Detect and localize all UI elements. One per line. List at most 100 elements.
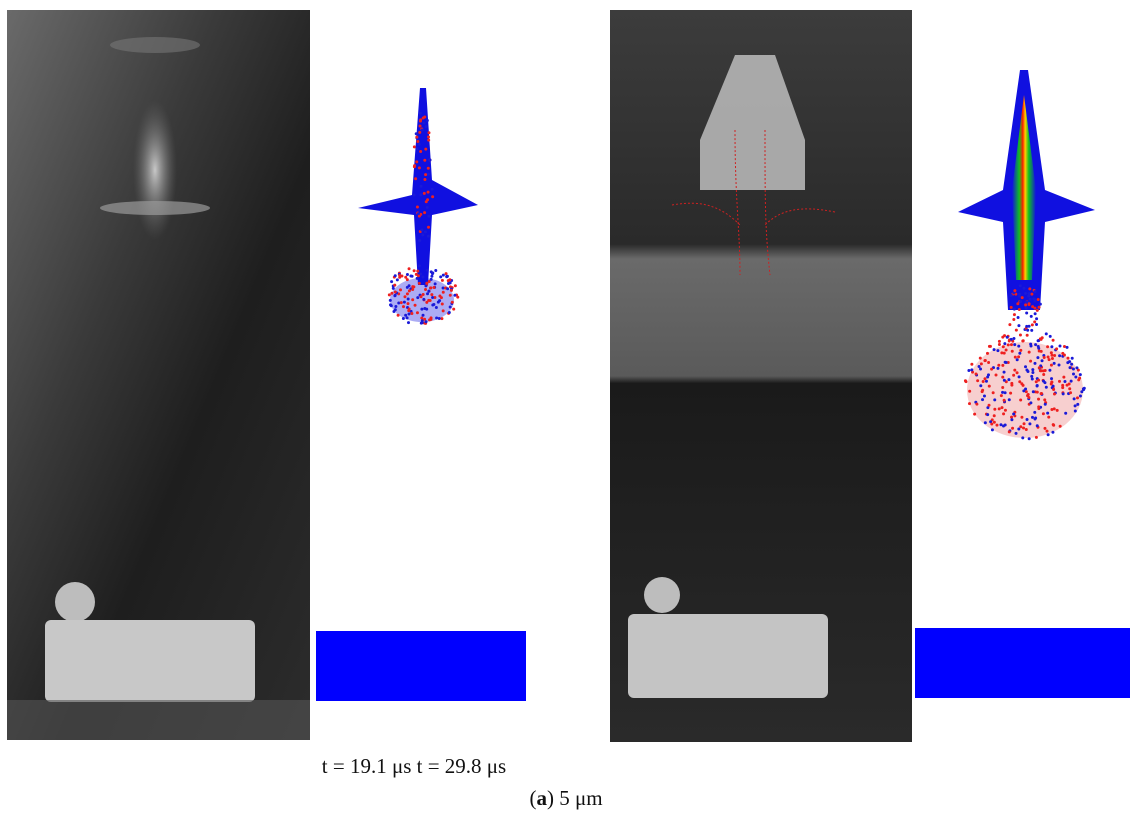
particle	[418, 124, 422, 128]
particle	[990, 422, 994, 426]
particle	[414, 132, 418, 136]
particle	[424, 124, 428, 128]
particle	[1043, 369, 1047, 373]
particle	[981, 379, 985, 383]
particle	[448, 305, 452, 309]
particle	[1009, 391, 1013, 395]
particle	[1017, 324, 1021, 328]
particle	[1078, 373, 1082, 377]
particle	[1016, 316, 1020, 320]
particle	[1010, 418, 1014, 422]
particle	[979, 362, 983, 366]
particle	[1012, 336, 1016, 340]
particle	[439, 296, 443, 300]
particle	[417, 212, 421, 216]
particle	[431, 195, 435, 199]
particle	[421, 313, 425, 317]
particle	[1036, 345, 1040, 349]
particle	[982, 394, 986, 398]
particle	[1052, 407, 1056, 411]
caption-text: ) 5 μm	[546, 786, 603, 810]
particle	[1064, 411, 1068, 415]
particle	[1018, 284, 1022, 288]
particle	[417, 264, 421, 268]
particle	[1030, 377, 1034, 381]
particle	[426, 172, 430, 176]
particle	[1017, 307, 1021, 311]
particle	[432, 303, 436, 307]
particle	[391, 286, 395, 290]
particle	[1024, 303, 1028, 307]
particle	[1074, 375, 1078, 379]
particle	[399, 301, 403, 305]
particle	[1075, 366, 1079, 370]
particle	[401, 317, 405, 321]
particle	[1012, 373, 1016, 377]
particle	[970, 368, 974, 372]
particle	[423, 317, 427, 321]
particle	[992, 348, 996, 352]
particle	[387, 293, 391, 297]
particle	[427, 135, 431, 139]
particle	[1055, 347, 1059, 351]
particle	[405, 316, 409, 320]
particle	[405, 292, 409, 296]
particle	[1046, 355, 1050, 359]
particle	[1012, 318, 1016, 322]
particle	[996, 349, 1000, 353]
particle	[430, 274, 434, 278]
particle	[1076, 368, 1080, 372]
particle	[997, 339, 1001, 343]
particle	[435, 316, 439, 320]
particle	[1069, 391, 1073, 395]
particle	[393, 274, 397, 278]
particle	[419, 212, 423, 216]
particle	[416, 274, 420, 278]
particle	[417, 166, 421, 170]
particle	[429, 286, 433, 290]
particle	[412, 145, 416, 149]
particle	[1052, 387, 1056, 391]
particle	[1037, 378, 1041, 382]
particle	[419, 184, 423, 188]
particle	[989, 420, 993, 424]
particle	[1002, 398, 1006, 402]
particle	[997, 342, 1001, 346]
particle	[414, 177, 418, 181]
particle	[422, 121, 426, 125]
particle	[431, 296, 435, 300]
sphere	[644, 577, 680, 613]
particle	[1068, 366, 1072, 370]
particle	[415, 147, 419, 151]
particle	[1001, 386, 1005, 390]
particle	[1003, 391, 1007, 395]
particle	[416, 296, 420, 300]
particle	[427, 138, 431, 142]
particle	[975, 402, 979, 406]
caption: (a) 5 μm	[0, 786, 1132, 811]
particle	[1010, 415, 1014, 419]
particle	[427, 225, 431, 229]
particle	[430, 187, 434, 191]
particle	[1026, 370, 1030, 374]
particle	[1019, 299, 1023, 303]
particle	[445, 275, 449, 279]
particle	[1037, 405, 1041, 409]
particle	[963, 379, 967, 383]
particle	[1025, 418, 1029, 422]
figure	[7, 10, 1130, 742]
particle	[996, 366, 1000, 370]
particle	[417, 142, 421, 146]
particle	[1021, 339, 1025, 343]
particle	[398, 288, 402, 292]
particle	[424, 147, 428, 151]
particle	[1003, 334, 1007, 338]
particle	[967, 368, 971, 372]
particle	[1019, 398, 1023, 402]
particle	[397, 301, 401, 305]
particle	[990, 428, 994, 432]
particle	[1075, 396, 1079, 400]
particle	[968, 389, 972, 393]
particle	[420, 307, 424, 311]
